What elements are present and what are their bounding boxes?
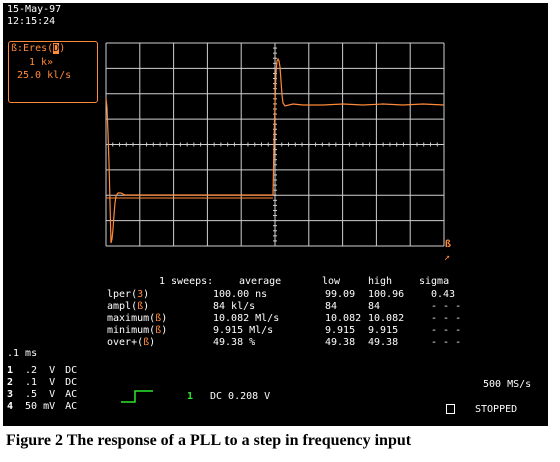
channel-marker-label: ß bbox=[445, 239, 452, 250]
measurement-sigma: 0.43 bbox=[431, 289, 456, 300]
measurement-average: 10.082 Ml/s bbox=[213, 313, 280, 324]
measurement-parameter: maximum(ß) bbox=[107, 313, 168, 324]
scope-screen: 15-May-97 12:15:24 ß:Eres(D) 1 k» 25.0 k… bbox=[3, 3, 548, 426]
measurement-row[interactable]: ampl(ß) 84 kl/s 84 84 - - - bbox=[63, 301, 483, 313]
measurement-parameter: over+(ß) bbox=[107, 337, 156, 348]
measurement-row[interactable]: lper(3) 100.00 ns 99.09 100.96 0.43 bbox=[63, 289, 483, 301]
measurement-average: 9.915 Ml/s bbox=[213, 325, 274, 336]
measurement-sigma: - - - bbox=[431, 301, 462, 312]
measurement-average: 49.38 % bbox=[213, 337, 256, 348]
acquisition-status: STOPPED bbox=[475, 404, 518, 415]
channel-2-row[interactable]: 2.1 V DC bbox=[7, 377, 78, 388]
measurement-header-row: 1 sweeps: average low high sigma bbox=[63, 276, 483, 288]
channel-3-row[interactable]: 3.5 V AC bbox=[7, 389, 78, 400]
measurement-row[interactable]: over+(ß) 49.38 % 49.38 49.38 - - - bbox=[63, 337, 483, 349]
trigger-level: DC 0.208 V bbox=[210, 391, 271, 402]
measurement-low: 9.915 bbox=[325, 325, 356, 336]
measurement-sigma: - - - bbox=[431, 313, 462, 324]
col-high: high bbox=[368, 276, 393, 287]
waveform-trace bbox=[105, 57, 445, 244]
measurement-low: 84 bbox=[325, 301, 338, 312]
channel-marker-arrow-icon: ↗ bbox=[444, 252, 451, 263]
trigger-edge-icon bbox=[121, 390, 153, 403]
measurement-parameter: lper(3) bbox=[107, 289, 150, 300]
measurement-parameter: minimum(ß) bbox=[107, 325, 168, 336]
measurement-row[interactable]: minimum(ß) 9.915 Ml/s 9.915 9.915 - - - bbox=[63, 325, 483, 337]
stop-indicator-icon bbox=[446, 404, 455, 414]
measurement-low: 10.082 bbox=[325, 313, 362, 324]
col-sigma: sigma bbox=[419, 276, 450, 287]
header: 15-May-97 12:15:24 bbox=[7, 4, 61, 28]
measurement-high: 49.38 bbox=[368, 337, 399, 348]
eres-parameter-box[interactable]: ß:Eres(D) 1 k» 25.0 kl/s bbox=[8, 41, 98, 103]
eres-line2: 25.0 kl/s bbox=[17, 70, 72, 81]
col-low: low bbox=[322, 276, 341, 287]
measurement-high: 9.915 bbox=[368, 325, 399, 336]
eres-line1: 1 k» bbox=[29, 57, 54, 68]
col-average: average bbox=[239, 276, 282, 287]
measurement-sigma: - - - bbox=[431, 325, 462, 336]
measurement-low: 49.38 bbox=[325, 337, 356, 348]
figure-caption: Figure 2 The response of a PLL to a step… bbox=[6, 432, 412, 449]
eres-title: ß:Eres(D) bbox=[11, 43, 66, 54]
measurement-low: 99.09 bbox=[325, 289, 356, 300]
waveform-display bbox=[105, 42, 445, 247]
sweeps-count: 1 sweeps: bbox=[159, 276, 214, 287]
measurement-high: 10.082 bbox=[368, 313, 405, 324]
measurement-high: 84 bbox=[368, 301, 381, 312]
date-text: 15-May-97 bbox=[7, 4, 62, 15]
measurement-average: 100.00 ns bbox=[213, 289, 268, 300]
channel-1-row[interactable]: 1.2 V DC bbox=[7, 365, 78, 376]
measurement-average: 84 kl/s bbox=[213, 301, 256, 312]
timebase-readout: .1 ms bbox=[7, 348, 38, 359]
measurement-sigma: - - - bbox=[431, 337, 462, 348]
channel-4-row[interactable]: 4 50 mV AC bbox=[7, 401, 78, 412]
time-text: 12:15:24 bbox=[7, 16, 56, 27]
measurement-row[interactable]: maximum(ß) 10.082 Ml/s 10.082 10.082 - - - bbox=[63, 313, 483, 325]
measurement-high: 100.96 bbox=[368, 289, 405, 300]
measurement-parameter: ampl(ß) bbox=[107, 301, 150, 312]
sample-rate: 500 MS/s bbox=[483, 379, 532, 390]
trigger-channel: 1 bbox=[187, 391, 194, 402]
